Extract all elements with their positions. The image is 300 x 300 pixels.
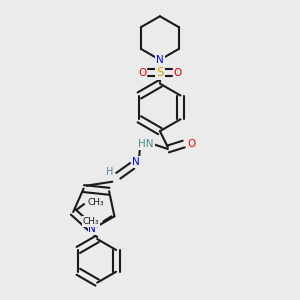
Text: O: O xyxy=(174,68,182,78)
Text: N: N xyxy=(132,157,140,167)
Text: H: H xyxy=(106,167,113,177)
Text: N: N xyxy=(156,55,164,65)
Text: O: O xyxy=(138,68,146,78)
Text: S: S xyxy=(156,66,164,79)
Text: HN: HN xyxy=(138,139,154,149)
Text: CH₃: CH₃ xyxy=(82,217,99,226)
Text: O: O xyxy=(188,139,196,149)
Text: N: N xyxy=(88,224,96,234)
Text: CH₃: CH₃ xyxy=(88,198,104,207)
